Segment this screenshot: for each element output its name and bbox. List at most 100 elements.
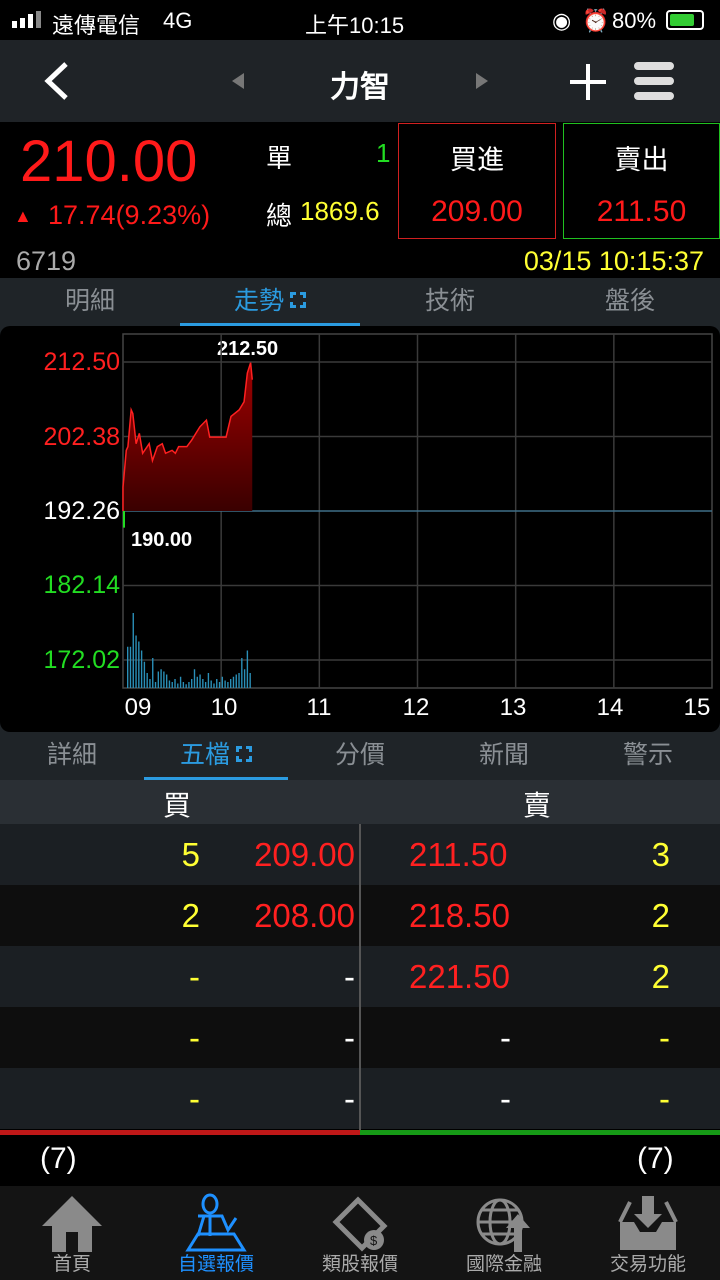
tab-news[interactable]: 新聞 — [432, 732, 576, 780]
buy-price: 209.00 — [431, 195, 523, 228]
ask: - — [500, 1080, 511, 1117]
volume-bar — [165, 674, 168, 688]
volume-bar — [185, 684, 187, 688]
y-tick: 182.14 — [43, 571, 120, 599]
ask-qty: - — [659, 1019, 670, 1056]
ask: 218.50 — [409, 897, 510, 934]
high-label: 212.50 — [217, 338, 279, 360]
hamburger-icon[interactable] — [634, 60, 676, 102]
volume-bar — [227, 682, 229, 688]
tab-five-levels[interactable]: 五檔 — [144, 732, 288, 780]
x-tick: 14 — [596, 694, 624, 721]
volume-bar — [179, 676, 182, 688]
tab-label: 五檔 — [179, 741, 230, 769]
tab-label: 盤後 — [604, 287, 655, 315]
book-tabs: 詳細 五檔 分價 新聞 警示 — [0, 732, 720, 780]
price-area — [123, 362, 253, 511]
y-tick: 172.02 — [43, 646, 120, 674]
y-tick: 192.26 — [43, 497, 120, 525]
carrier: 遠傳電信 — [52, 13, 141, 38]
x-tick: 10 — [210, 694, 238, 721]
bid: 209.00 — [254, 836, 355, 873]
volume-bar — [238, 673, 240, 688]
tab-detail[interactable]: 明細 — [0, 278, 180, 326]
volume-bar — [157, 671, 160, 688]
price-change: 17.74(9.23%) — [48, 200, 211, 230]
clock: 上午10:15 — [305, 13, 405, 38]
total-label: 總 — [266, 201, 293, 231]
tab-alerts[interactable]: 警示 — [576, 732, 720, 780]
volume-bar — [182, 682, 185, 688]
nav-home[interactable]: 首頁 — [0, 1188, 144, 1280]
volume-bar — [152, 658, 154, 688]
buy-button[interactable]: 買進 209.00 — [398, 123, 556, 239]
tab-price-volume[interactable]: 分價 — [288, 732, 432, 780]
tab-details[interactable]: 詳細 — [0, 732, 144, 780]
bid-qty: 5 — [181, 836, 200, 873]
signal-icon — [12, 11, 41, 28]
bid: - — [344, 1080, 355, 1117]
expand-icon[interactable] — [236, 746, 252, 762]
volume-bar — [221, 676, 224, 688]
nav-sector-quotes[interactable]: $ 類股報價 — [288, 1188, 432, 1280]
nav-label: 國際金融 — [465, 1254, 542, 1275]
triangle-left-icon[interactable] — [230, 72, 246, 90]
triangle-right-icon[interactable] — [474, 72, 490, 90]
volume-bar — [174, 679, 176, 688]
tab-trend[interactable]: 走勢 — [180, 278, 360, 326]
bid: - — [344, 1019, 355, 1056]
sell-label: 賣出 — [614, 145, 669, 175]
volume-bar — [154, 682, 157, 688]
quote-datetime: 03/15 10:15:37 — [523, 246, 704, 276]
volume-bar — [127, 646, 129, 688]
battery-icon — [666, 10, 704, 30]
volume-bar — [135, 635, 137, 688]
volume-bar — [149, 679, 151, 688]
volume-bar — [132, 613, 134, 688]
volume-bar — [224, 680, 226, 688]
chevron-left-icon[interactable] — [40, 60, 74, 102]
nav-watchlist[interactable]: 自選報價 — [144, 1188, 288, 1280]
expand-icon[interactable] — [290, 292, 306, 308]
nav-international[interactable]: 國際金融 — [432, 1188, 576, 1280]
last-price: 210.00 — [20, 129, 198, 194]
volume-bar — [207, 673, 210, 688]
globe-arrow-icon — [476, 1198, 530, 1252]
volume-bar — [241, 658, 243, 688]
ask: 221.50 — [409, 958, 510, 995]
svg-text:$: $ — [370, 1233, 378, 1248]
nav-label: 類股報價 — [321, 1254, 398, 1275]
y-tick: 202.38 — [43, 423, 120, 451]
price-chart[interactable] — [0, 326, 720, 732]
x-tick: 12 — [402, 694, 430, 721]
x-tick: 13 — [499, 694, 527, 721]
sell-header: 賣 — [523, 790, 552, 821]
volume-bar — [177, 683, 179, 688]
low-label: 190.00 — [131, 529, 193, 551]
nav-label: 交易功能 — [609, 1254, 686, 1275]
page-title: 力智 — [330, 71, 390, 104]
quote-panel: 210.00 ▲ 17.74(9.23%) 單 1 總 1869.6 買進 20… — [0, 122, 720, 278]
nav-trading[interactable]: 交易功能 — [576, 1188, 720, 1280]
nav-label: 首頁 — [52, 1254, 91, 1275]
volume-bar — [216, 679, 218, 688]
status-bar: 遠傳電信 4G 上午10:15 ◉ ⏰ 80% — [0, 0, 720, 40]
chart-tabs: 明細 走勢 技術 盤後 — [0, 278, 720, 326]
x-tick: 15 — [683, 694, 711, 721]
nav-label: 自選報價 — [177, 1254, 254, 1275]
volume-bar — [202, 679, 204, 688]
tab-after-hours[interactable]: 盤後 — [540, 278, 720, 326]
tab-label: 走勢 — [233, 287, 284, 315]
volume-bar — [213, 683, 215, 688]
tab-label: 新聞 — [478, 741, 529, 769]
sell-button[interactable]: 賣出 211.50 — [563, 123, 720, 239]
ask-qty: 2 — [651, 958, 670, 995]
volume-bar — [193, 669, 196, 688]
plus-icon[interactable] — [568, 62, 608, 102]
volume-bar — [146, 673, 148, 688]
tab-technical[interactable]: 技術 — [360, 278, 540, 326]
volume-bar — [210, 680, 212, 688]
film-coin-icon: $ — [332, 1196, 388, 1252]
y-tick: 212.50 — [43, 348, 120, 376]
sell-total: (7) — [637, 1142, 674, 1175]
